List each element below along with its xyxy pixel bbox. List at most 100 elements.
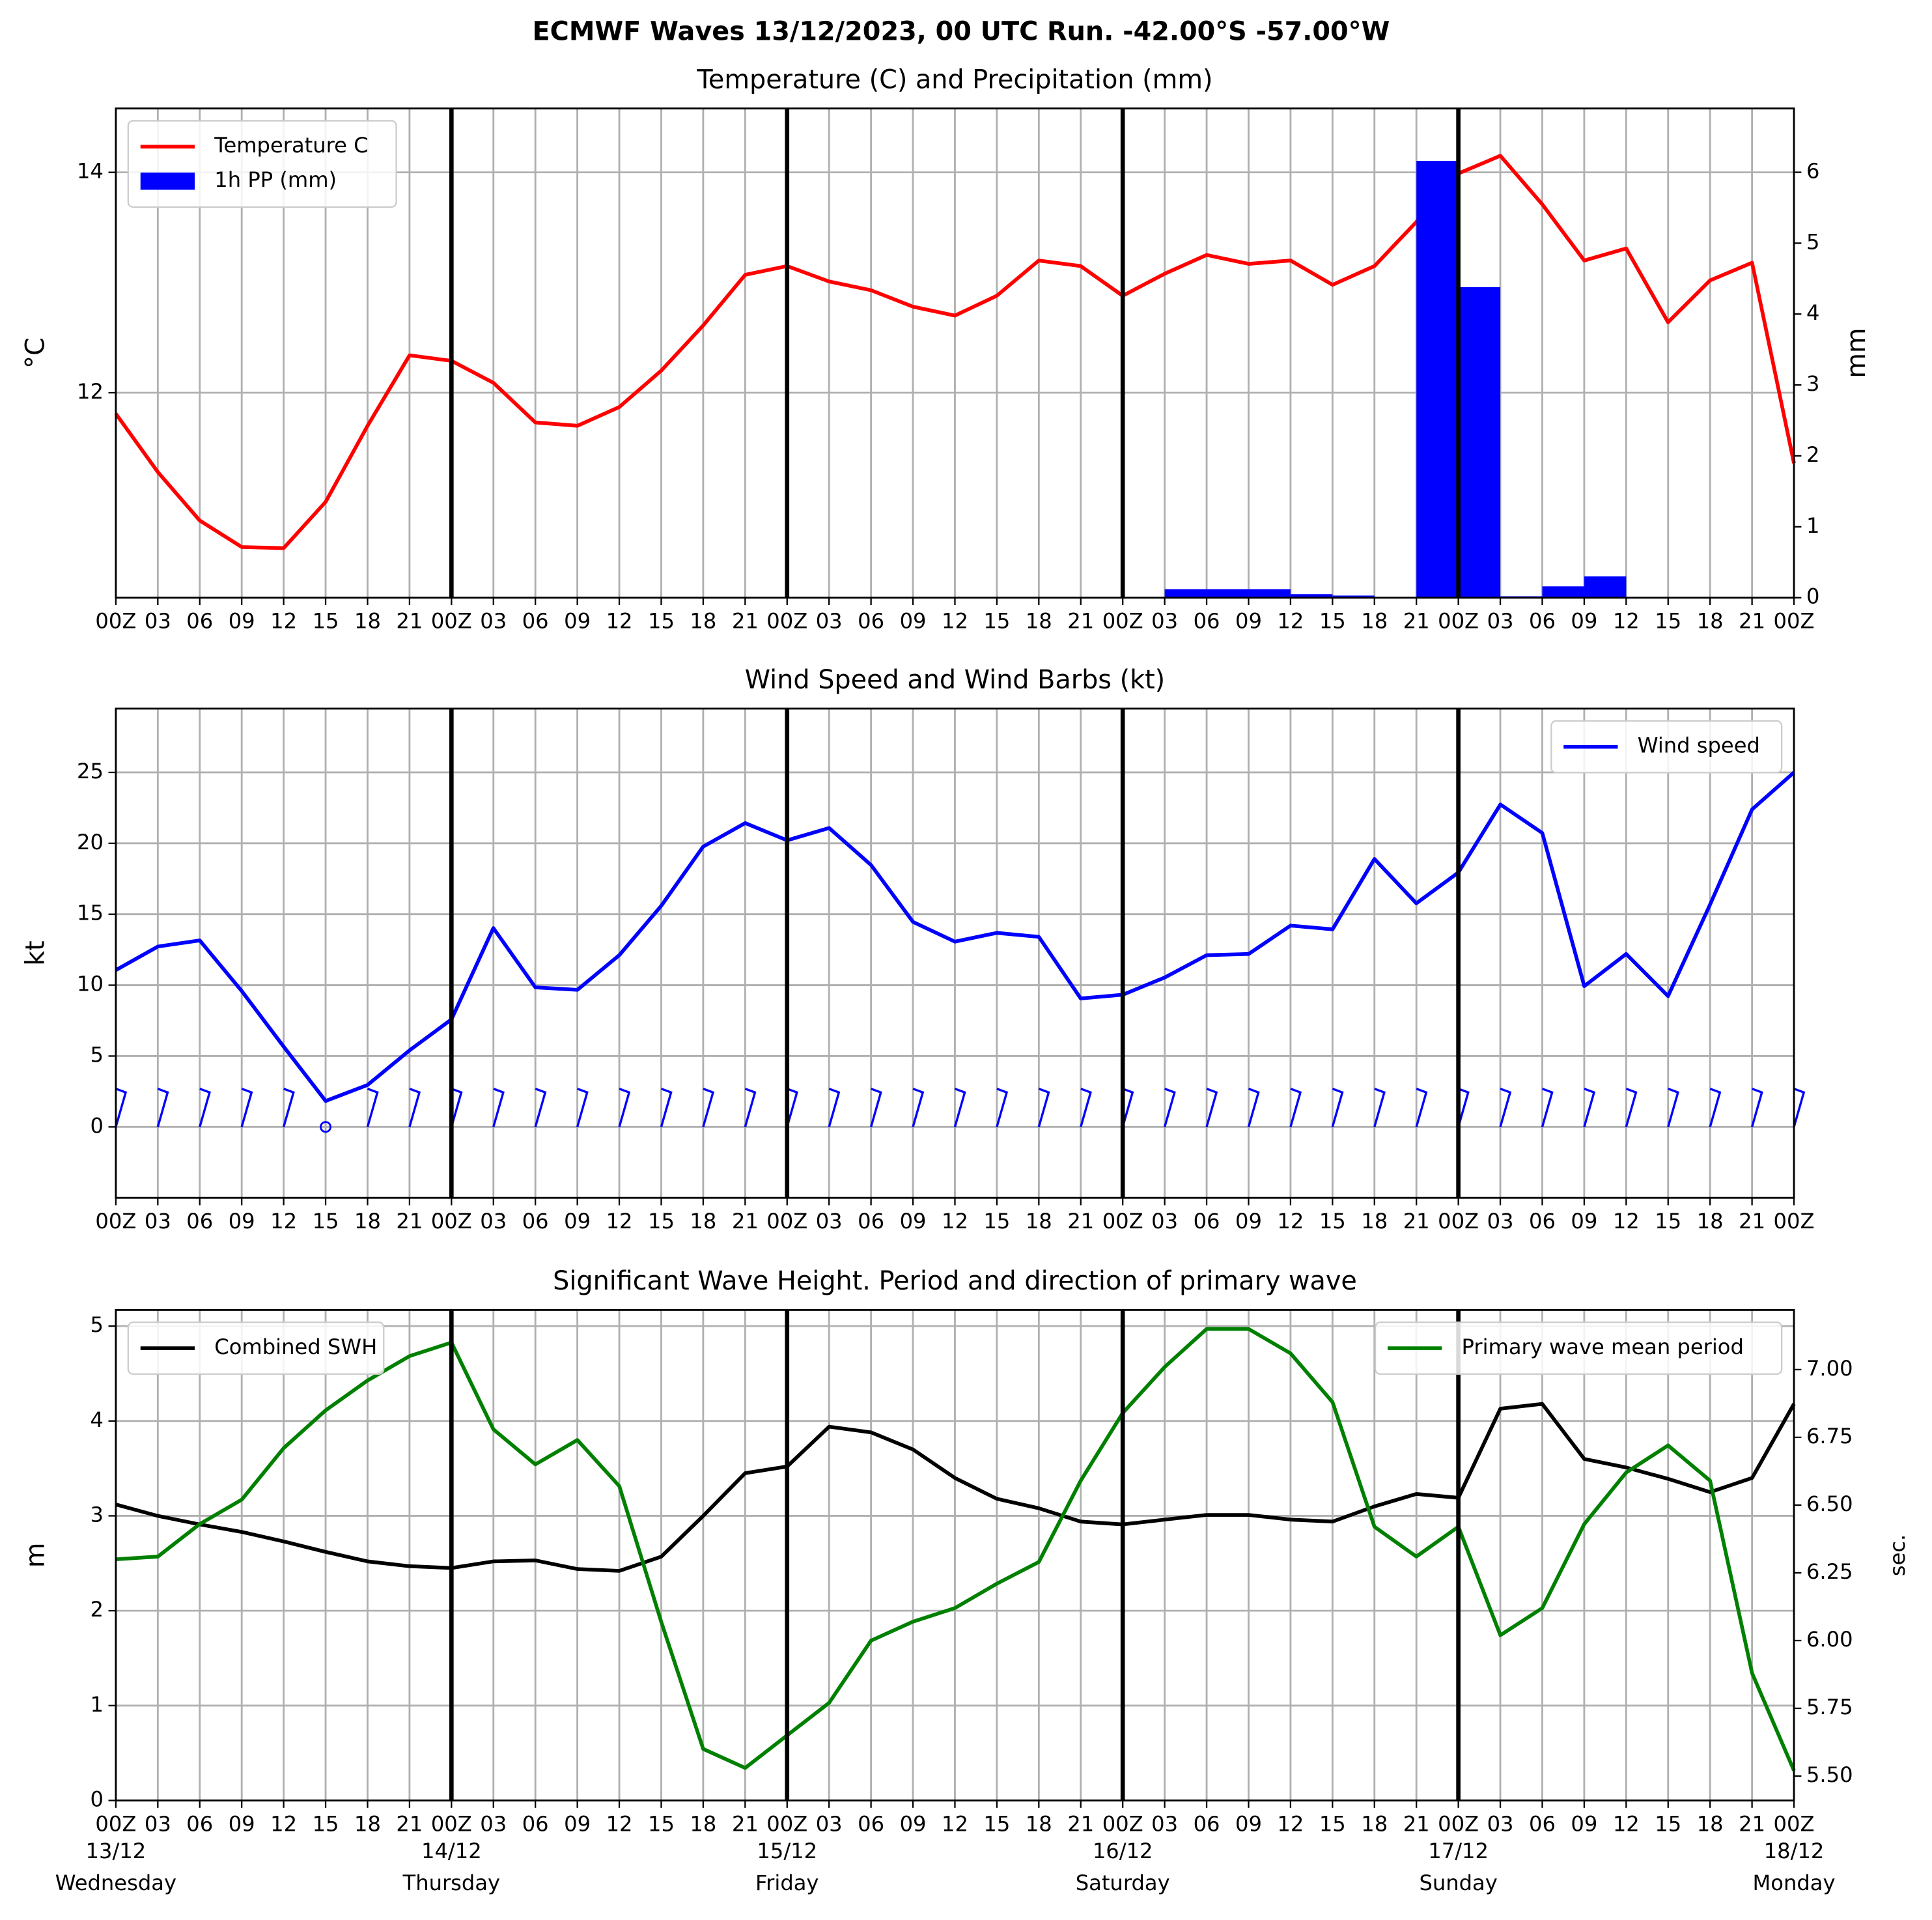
x-tick-label: 06: [522, 1811, 549, 1836]
x-tick-label: 09: [229, 1209, 255, 1234]
x-tick-label: 18: [1697, 1209, 1724, 1234]
y2-tick-label: 6: [1806, 158, 1819, 183]
wind-barb: [828, 1088, 841, 1127]
x-tick-label: 12: [942, 1209, 968, 1234]
y2-tick-label: 4: [1806, 300, 1819, 325]
x-tick-label: 00Z: [766, 1811, 807, 1836]
x-tick-label: 18: [1361, 609, 1388, 634]
x-tick-label: 18: [690, 1811, 716, 1836]
main-title: ECMWF Waves 13/12/2023, 00 UTC Run. -42.…: [533, 17, 1390, 47]
wind-barb: [1541, 1088, 1554, 1127]
x-tick-label: 00Z: [1102, 1811, 1143, 1836]
x-tick-label: 12: [1277, 1209, 1304, 1234]
y-tick-label: 2: [91, 1597, 104, 1622]
x-tick-label: 06: [858, 609, 884, 634]
y-tick-label: 0: [91, 1113, 104, 1138]
y-axis-label: kt: [20, 940, 50, 966]
x-tick-label: 15: [313, 1209, 339, 1234]
x-tick-label: 21: [396, 1209, 423, 1234]
wind-barb: [1121, 1088, 1134, 1127]
weekday-label: Thursday: [402, 1871, 501, 1895]
x-tick-label: 09: [229, 609, 255, 634]
x-tick-label: 21: [1067, 609, 1094, 634]
plot-frame: [115, 1308, 1795, 1801]
bar: [1164, 589, 1207, 598]
x-tick-label: 03: [1487, 1209, 1514, 1234]
x-tick-label: 12: [942, 1811, 968, 1836]
y2-tick-label: 7.00: [1806, 1356, 1853, 1381]
x-tick-label: 18: [354, 1209, 381, 1234]
wind-barb: [1793, 1088, 1806, 1127]
x-tick-label: 00Z: [1774, 1209, 1815, 1234]
x-tick-label: 00Z: [431, 609, 472, 634]
line: [115, 1327, 1796, 1772]
legend-label: Primary wave mean period: [1462, 1334, 1744, 1359]
x-tick-label: 03: [816, 609, 843, 634]
x-tick-label: 03: [1151, 1811, 1178, 1836]
x-tick-label: 21: [396, 1811, 423, 1836]
legend-box: [127, 120, 397, 208]
x-tick-label: 09: [900, 1209, 927, 1234]
wind-barb: [408, 1088, 421, 1127]
y2-tick-label: 6.00: [1806, 1627, 1853, 1652]
x-tick-label: 15: [983, 1811, 1010, 1836]
x-tick-label: 09: [900, 1811, 927, 1836]
x-tick-label: 12: [270, 609, 297, 634]
x-tick-label: 21: [732, 609, 759, 634]
wind-barb: [534, 1088, 547, 1127]
wind-barb: [366, 1088, 379, 1127]
x-tick-label: 06: [522, 1209, 549, 1234]
x-tick-label: 06: [1194, 1209, 1220, 1234]
x-tick-label: 21: [1739, 1209, 1765, 1234]
line: [114, 154, 1796, 550]
x-tick-label: 12: [942, 609, 968, 634]
y2-tick-label: 2: [1806, 442, 1819, 467]
x-tick-label: 12: [1613, 1811, 1640, 1836]
wind-barb: [1667, 1088, 1679, 1127]
x-tick-label: 03: [1151, 609, 1178, 634]
x-tick-label: 15: [983, 1209, 1010, 1234]
x-tick-label: 15: [313, 1811, 339, 1836]
line: [115, 770, 1795, 1103]
x-tick-label: 06: [522, 609, 549, 634]
x-tick-label: 06: [858, 1811, 884, 1836]
wind-barb: [744, 1088, 757, 1127]
wind-barb: [1499, 1088, 1512, 1127]
x-tick-label: 21: [1739, 1811, 1765, 1836]
x-tick-label: 15: [1319, 609, 1346, 634]
y2-tick-label: 3: [1806, 371, 1819, 396]
bar: [1207, 589, 1249, 598]
x-tick-label: 18: [1361, 1811, 1388, 1836]
x-tick-label: 18: [1026, 1811, 1052, 1836]
day-label: 17/12: [1428, 1839, 1489, 1863]
x-tick-label: 03: [1151, 1209, 1178, 1234]
x-tick-label: 06: [186, 1811, 213, 1836]
x-tick-label: 12: [270, 1209, 297, 1234]
x-tick-label: 21: [1067, 1811, 1094, 1836]
weekday-label: Saturday: [1076, 1871, 1170, 1895]
plot-frame: [115, 107, 1795, 599]
wind-barb: [199, 1088, 211, 1127]
x-tick-label: 00Z: [1438, 1811, 1479, 1836]
day-label: 18/12: [1764, 1839, 1825, 1863]
x-tick-label: 00Z: [1438, 609, 1479, 634]
x-tick-label: 21: [1403, 1811, 1430, 1836]
x-tick-label: 18: [690, 609, 716, 634]
x-tick-label: 00Z: [1774, 1811, 1815, 1836]
wind-barb: [282, 1088, 295, 1127]
bar: [1584, 576, 1627, 598]
x-tick-label: 12: [606, 1209, 633, 1234]
legend-box: [1550, 720, 1783, 774]
y2-tick-label: 0: [1806, 584, 1819, 609]
x-tick-label: 15: [983, 609, 1010, 634]
wind-barb: [869, 1088, 882, 1127]
x-tick-label: 09: [564, 1811, 591, 1836]
bar: [1290, 594, 1333, 598]
x-tick-label: 21: [732, 1811, 759, 1836]
weekday-label: Friday: [755, 1871, 819, 1895]
y-tick-label: 5: [91, 1042, 104, 1067]
wind-barb: [1037, 1088, 1050, 1127]
wind-barb: [1709, 1088, 1722, 1127]
x-tick-label: 21: [1739, 609, 1765, 634]
